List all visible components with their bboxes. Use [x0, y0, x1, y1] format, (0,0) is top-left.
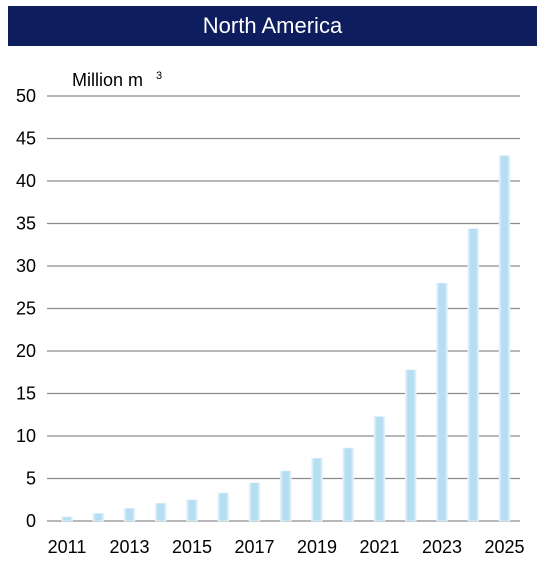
- gridlines: [47, 95, 520, 522]
- chart-title: North America: [202, 13, 343, 38]
- bar-2022: [404, 369, 417, 522]
- bar-2024: [467, 228, 480, 522]
- y-tick-label: 15: [16, 384, 36, 404]
- bar-2011: [61, 516, 73, 522]
- y-tick-label: 35: [16, 214, 36, 234]
- bar-2017: [248, 482, 261, 522]
- x-tick-label: 2023: [422, 537, 462, 557]
- bar-2023: [436, 282, 448, 522]
- x-tick-label: 2015: [172, 537, 212, 557]
- y-tick-label: 40: [16, 171, 36, 191]
- x-tick-label: 2019: [297, 537, 337, 557]
- bar-2018: [279, 470, 292, 522]
- x-tick-label: 2025: [484, 537, 524, 557]
- bar-2014: [154, 502, 167, 522]
- y-axis-ticks: 0 5 10 15 20 25 30 35 40 45 50: [16, 86, 36, 531]
- y-tick-label: 5: [26, 469, 36, 489]
- y-axis-unit-text: Million m: [72, 70, 143, 90]
- x-axis-ticks: 2011 2013 2015 2017 2019 2021 2023 2025: [48, 537, 525, 557]
- y-tick-label: 50: [16, 86, 36, 106]
- chart-header: North America: [8, 6, 537, 46]
- y-axis-unit: Million m 3: [72, 70, 162, 90]
- y-tick-label: 20: [16, 341, 36, 361]
- bar-2013: [123, 507, 136, 522]
- x-tick-label: 2017: [234, 537, 274, 557]
- y-tick-label: 25: [16, 299, 36, 319]
- bar-2021: [373, 416, 386, 522]
- y-tick-label: 45: [16, 129, 36, 149]
- bar-2020: [342, 447, 355, 522]
- bar-2012: [92, 513, 105, 522]
- bars: [61, 155, 511, 522]
- x-tick-label: 2013: [109, 537, 149, 557]
- bar-2016: [217, 492, 230, 522]
- y-tick-label: 0: [26, 511, 36, 531]
- x-tick-label: 2011: [48, 537, 87, 557]
- y-tick-label: 10: [16, 426, 36, 446]
- bar-2025: [498, 155, 511, 522]
- bar-2015: [186, 499, 198, 522]
- y-tick-label: 30: [16, 256, 36, 276]
- bar-2019: [311, 457, 323, 522]
- x-tick-label: 2021: [359, 537, 399, 557]
- y-axis-unit-superscript: 3: [156, 70, 162, 82]
